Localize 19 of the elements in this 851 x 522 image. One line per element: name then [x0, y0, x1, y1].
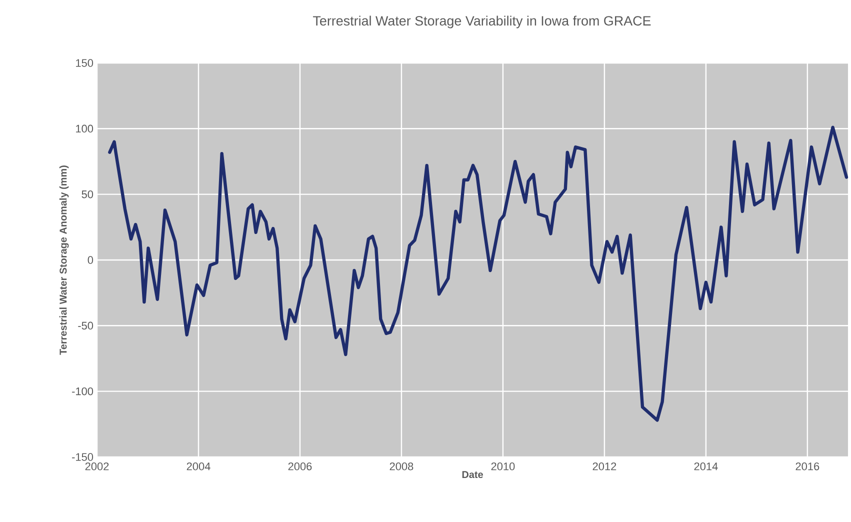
x-tick-label: 2016 — [796, 462, 820, 470]
chart-title: Terrestrial Water Storage Variability in Iowa from GRACE — [313, 16, 651, 28]
x-tick-label: 2006 — [288, 462, 312, 470]
y-tick-label: -150 — [72, 453, 94, 461]
x-tick-label: 2004 — [186, 462, 210, 470]
y-tick-label: -100 — [72, 387, 94, 396]
x-tick-label: 2014 — [694, 462, 718, 470]
x-tick-label: 2008 — [390, 462, 414, 470]
x-tick-label: 2012 — [592, 462, 616, 470]
x-axis-title: Date — [462, 471, 483, 478]
x-tick-label: 2002 — [85, 462, 109, 470]
line-series — [108, 126, 848, 422]
x-tick-label: 2010 — [491, 462, 515, 470]
y-axis-title: Terrestrial Water Storage Anomaly (mm) — [59, 166, 69, 355]
y-tick-label: 100 — [76, 124, 94, 133]
y-tick-label: 50 — [82, 190, 94, 198]
y-tick-label: 0 — [88, 256, 94, 264]
y-tick-label: -50 — [78, 322, 94, 330]
y-tick-label: 150 — [76, 59, 94, 67]
